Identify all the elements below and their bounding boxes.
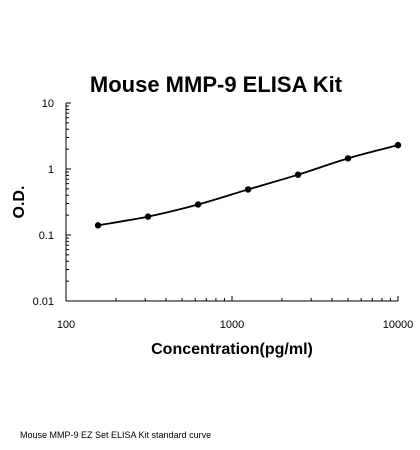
series-line	[97, 144, 399, 227]
data-point	[144, 213, 152, 220]
x-tick-label: 100	[57, 319, 75, 331]
y-tick-label: 1	[48, 164, 54, 176]
y-tick-label: 0.01	[33, 296, 54, 308]
data-point	[344, 155, 352, 162]
data-point	[194, 201, 202, 208]
x-tick-label: 1000	[220, 319, 244, 331]
chart-caption: Mouse MMP-9 EZ Set ELISA Kit standard cu…	[20, 430, 212, 440]
y-tick-label: 0.1	[39, 230, 54, 242]
x-tick-label: 10000	[383, 319, 414, 331]
data-point	[244, 186, 252, 193]
data-point	[94, 222, 102, 229]
plot-area: 0.01 0.1 1 10 100 1000 10000	[33, 98, 414, 331]
chart-title: Mouse MMP-9 ELISA Kit	[90, 72, 343, 97]
x-axis-label: Concentration(pg/ml)	[151, 341, 313, 358]
data-point	[394, 141, 402, 149]
data-point	[294, 171, 302, 178]
y-tick-label: 10	[42, 98, 54, 110]
y-axis-label: O.D.	[11, 186, 28, 219]
